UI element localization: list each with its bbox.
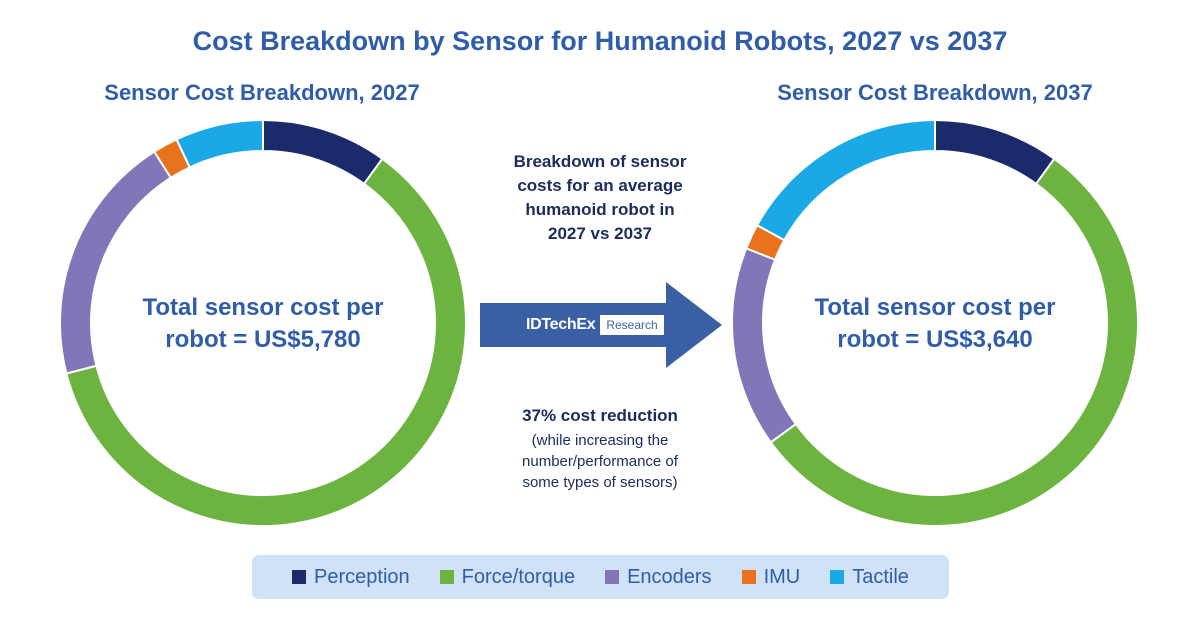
donut-chart-2037: [731, 118, 1139, 527]
slice-tactile: [175, 118, 264, 169]
slice-force-torque: [65, 157, 467, 527]
reduction-detail-line: number/performance of: [522, 453, 678, 470]
legend-label: Encoders: [627, 565, 712, 588]
slice-tactile: [755, 118, 936, 242]
reduction-detail-line: (while increasing the: [531, 432, 669, 449]
donut-chart-2027: [59, 118, 467, 527]
total-cost-2027: Total sensor cost per robot = US$5,780: [113, 292, 413, 356]
idtechex-logo: IDTechEx Research: [526, 314, 664, 336]
legend-swatch: [292, 570, 307, 584]
slice-perception: [262, 118, 384, 186]
legend-swatch: [741, 570, 756, 584]
brand-name: IDTechEx: [526, 316, 596, 333]
legend-item-force-torque: Force/torque: [439, 565, 576, 589]
reduction-headline: 37% cost reduction: [522, 406, 678, 425]
legend-item-encoders: Encoders: [605, 566, 712, 589]
legend-label: Perception: [314, 565, 410, 588]
subtitle-2037: Sensor Cost Breakdown, 2037: [777, 80, 1093, 105]
brand-tag: Research: [600, 315, 664, 335]
cost-reduction-note: 37% cost reduction (while increasing the…: [470, 404, 730, 493]
description-line: costs for an average: [517, 176, 683, 195]
description-line: Breakdown of sensor: [513, 152, 687, 171]
legend: Perception Force/torque Encoders IMU Tac…: [252, 555, 949, 599]
chart-title: Cost Breakdown by Sensor for Humanoid Ro…: [192, 26, 1008, 56]
legend-label: Force/torque: [461, 565, 576, 588]
description-line: humanoid robot in: [525, 200, 675, 219]
legend-item-tactile: Tactile: [830, 566, 909, 589]
reduction-detail: (while increasing the number/performance…: [470, 430, 730, 493]
total-cost-2037: Total sensor cost per robot = US$3,640: [785, 292, 1085, 356]
total-cost-2037-line1: Total sensor cost per: [814, 294, 1056, 321]
subtitle-2027: Sensor Cost Breakdown, 2027: [104, 80, 420, 105]
comparison-description: Breakdown of sensor costs for an average…: [480, 150, 720, 246]
slice-perception: [934, 118, 1056, 186]
legend-label: Tactile: [852, 565, 909, 588]
legend-swatch: [439, 570, 454, 584]
total-cost-2037-line2: robot = US$3,640: [837, 326, 1033, 353]
total-cost-2027-line1: Total sensor cost per: [142, 294, 384, 321]
legend-swatch: [830, 570, 845, 584]
legend-label: IMU: [763, 565, 801, 588]
slice-force-torque: [769, 157, 1139, 527]
legend-item-perception: Perception: [292, 566, 410, 589]
reduction-detail-line: some types of sensors): [522, 474, 678, 491]
legend-item-imu: IMU: [741, 565, 801, 589]
description-line: 2027 vs 2037: [548, 224, 652, 243]
legend-swatch: [605, 570, 620, 584]
total-cost-2027-line2: robot = US$5,780: [165, 326, 361, 353]
